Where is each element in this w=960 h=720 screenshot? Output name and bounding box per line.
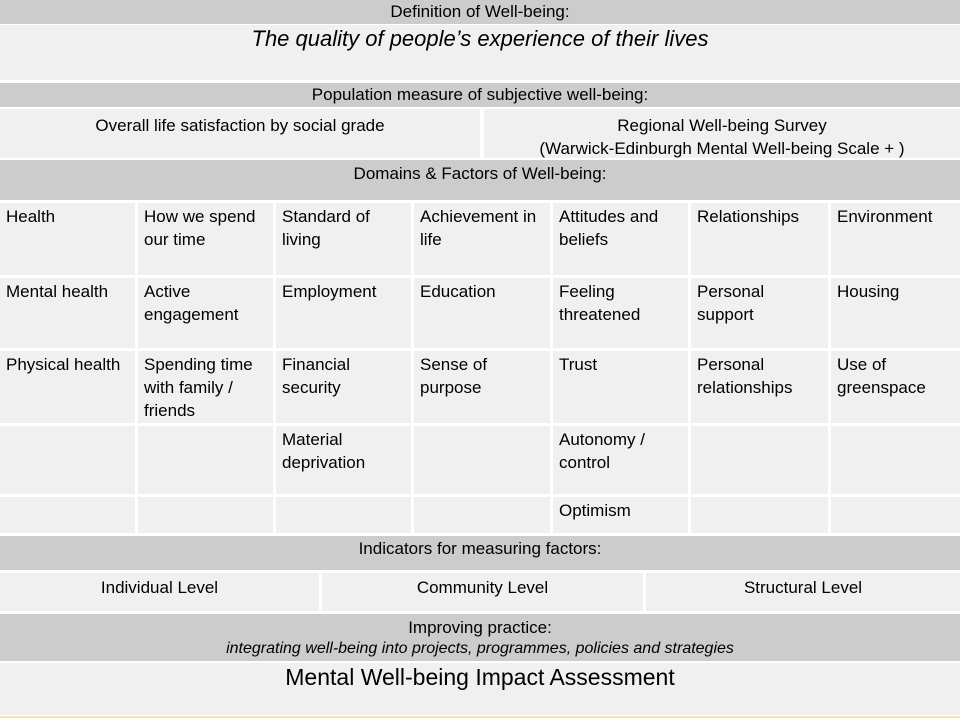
domain-column-label: Attitudes and beliefs	[559, 207, 659, 249]
domain-factor-label: Autonomy / control	[559, 430, 645, 472]
domain-factor-label: Personal support	[697, 282, 765, 324]
indicator-individual: Individual Level	[0, 573, 319, 611]
indicator-community-label: Community Level	[416, 578, 549, 597]
domain-factor-label: Active engagement	[144, 282, 239, 324]
domain-column-header: Health	[0, 203, 135, 275]
domain-factor-label: Sense of purpose	[420, 355, 488, 397]
domain-factor-cell: Use of greenspace	[831, 351, 960, 423]
indicator-structural: Structural Level	[646, 573, 960, 611]
domain-factor-cell: Financial security	[276, 351, 411, 423]
domain-factor-cell	[276, 497, 411, 533]
domain-factor-label: Employment	[282, 282, 377, 301]
domain-column-label: How we spend our time	[144, 207, 256, 249]
population-left-cell: Overall life satisfaction by social grad…	[0, 109, 480, 158]
domain-column-label: Health	[6, 207, 56, 226]
assessment-cell: Mental Well-being Impact Assessment	[0, 663, 960, 715]
domain-factor-cell: Active engagement	[138, 278, 273, 348]
domain-factor-label: Trust	[559, 355, 598, 374]
domains-header: Domains & Factors of Well-being:	[0, 160, 960, 200]
domain-factor-label: Use of greenspace	[837, 355, 926, 397]
population-right-line1: Regional Well-being Survey	[617, 116, 827, 135]
domain-column-header: Environment	[831, 203, 960, 275]
population-right-line2: (Warwick-Edinburgh Mental Well-being Sca…	[539, 139, 905, 158]
domain-factor-label: Education	[420, 282, 496, 301]
domain-factor-label: Optimism	[559, 501, 631, 520]
domain-factor-label: Feeling threatened	[559, 282, 641, 324]
domain-factor-label: Material deprivation	[282, 430, 366, 472]
domain-column-label: Relationships	[697, 207, 800, 226]
domain-factor-label: Physical health	[6, 355, 121, 374]
domain-factor-cell	[414, 497, 550, 533]
indicators-header: Indicators for measuring factors:	[0, 536, 960, 570]
domain-factor-cell: Mental health	[0, 278, 135, 348]
population-right-cell: Regional Well-being Survey (Warwick-Edin…	[484, 109, 960, 158]
domain-factor-cell	[138, 426, 273, 494]
domain-factor-cell: Optimism	[553, 497, 688, 533]
domain-factor-cell: Autonomy / control	[553, 426, 688, 494]
domain-column-header: Standard of living	[276, 203, 411, 275]
domain-factor-cell	[414, 426, 550, 494]
domain-column-label: Achievement in life	[420, 207, 537, 249]
indicator-community: Community Level	[322, 573, 643, 611]
practice-band: Improving practice: integrating well-bei…	[0, 614, 960, 661]
bottom-accent-line	[0, 716, 960, 718]
domain-factor-cell: Employment	[276, 278, 411, 348]
assessment-title: Mental Well-being Impact Assessment	[285, 664, 675, 690]
indicator-structural-label: Structural Level	[743, 578, 863, 597]
practice-subtext: integrating well-being into projects, pr…	[226, 640, 734, 657]
domain-factor-label: Personal relationships	[697, 355, 793, 397]
domain-factor-cell	[831, 497, 960, 533]
population-left-text: Overall life satisfaction by social grad…	[95, 116, 385, 135]
domain-factor-cell: Personal support	[691, 278, 828, 348]
domain-factor-cell: Spending time with family / friends	[138, 351, 273, 423]
domain-factor-label: Spending time with family / friends	[144, 355, 253, 420]
domain-factor-cell	[691, 426, 828, 494]
domain-factor-cell: Sense of purpose	[414, 351, 550, 423]
population-header: Population measure of subjective well-be…	[0, 83, 960, 107]
domain-column-header: Relationships	[691, 203, 828, 275]
domain-factor-cell: Feeling threatened	[553, 278, 688, 348]
practice-header: Improving practice:	[408, 618, 552, 637]
indicator-individual-label: Individual Level	[100, 578, 219, 597]
domain-factor-label: Mental health	[6, 282, 109, 301]
domain-column-header: How we spend our time	[138, 203, 273, 275]
definition-title: The quality of people’s experience of th…	[251, 26, 709, 51]
domain-factor-cell	[0, 426, 135, 494]
domain-column-label: Environment	[837, 207, 933, 226]
domain-factor-cell: Personal relationships	[691, 351, 828, 423]
domain-factor-cell	[0, 497, 135, 533]
domain-factor-cell: Physical health	[0, 351, 135, 423]
domain-factor-label: Financial security	[282, 355, 351, 397]
definition-text: The quality of people’s experience of th…	[0, 25, 960, 80]
domain-factor-cell	[691, 497, 828, 533]
domain-factor-cell	[138, 497, 273, 533]
domain-factor-cell: Material deprivation	[276, 426, 411, 494]
definition-header: Definition of Well-being:	[0, 0, 960, 24]
domain-factor-cell: Education	[414, 278, 550, 348]
domain-factor-cell: Housing	[831, 278, 960, 348]
domain-column-header: Attitudes and beliefs	[553, 203, 688, 275]
domain-factor-label: Housing	[837, 282, 900, 301]
domain-factor-cell	[831, 426, 960, 494]
domain-factor-cell: Trust	[553, 351, 688, 423]
domain-column-label: Standard of living	[282, 207, 370, 249]
domain-column-header: Achievement in life	[414, 203, 550, 275]
